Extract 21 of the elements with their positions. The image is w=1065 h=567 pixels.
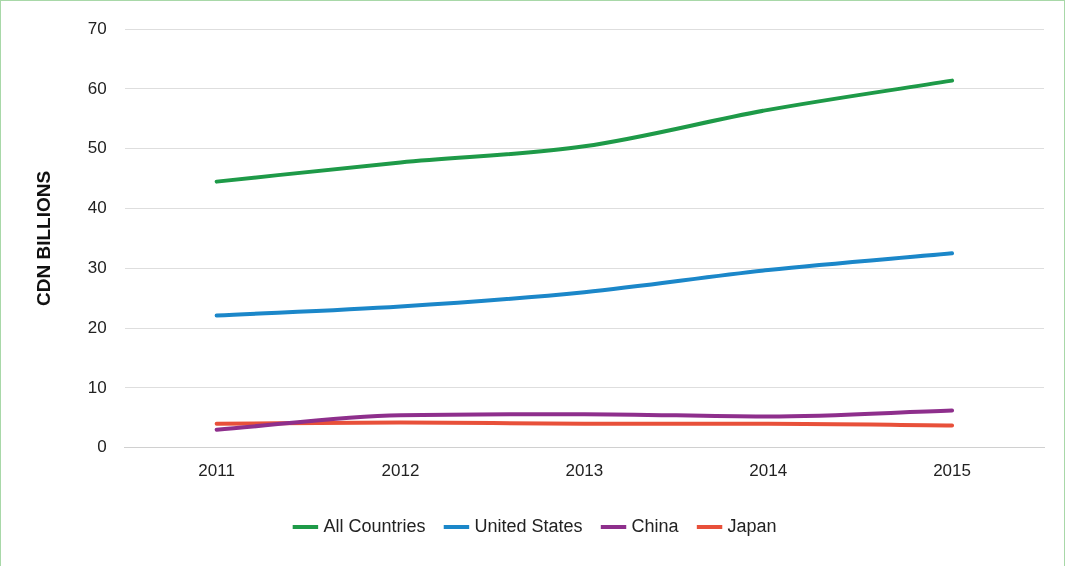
x-tick-label: 2013 (565, 461, 604, 481)
legend-label: United States (474, 515, 583, 536)
x-tick-label: 2012 (381, 461, 420, 481)
y-tick-label: 10 (87, 377, 107, 397)
x-tick-label: 2015 (933, 461, 971, 481)
y-tick-label: 70 (87, 18, 107, 38)
y-axis-title: CDN BILLIONS (32, 170, 54, 306)
x-tick-label: 2011 (198, 461, 235, 481)
y-tick-label: 40 (87, 198, 107, 218)
y-tick-label: 30 (87, 257, 107, 277)
legend-label: All Countries (323, 515, 426, 536)
y-tick-label: 60 (87, 78, 107, 98)
line-series (214, 78, 955, 184)
legend-label: Japan (727, 515, 777, 536)
y-tick-label: 0 (97, 437, 107, 457)
line-series (214, 408, 955, 432)
x-tick-label: 2014 (749, 461, 788, 481)
y-tick-label: 20 (87, 317, 107, 337)
line-series (214, 251, 955, 318)
legend-label: China (631, 515, 680, 536)
y-tick-label: 50 (87, 138, 107, 158)
